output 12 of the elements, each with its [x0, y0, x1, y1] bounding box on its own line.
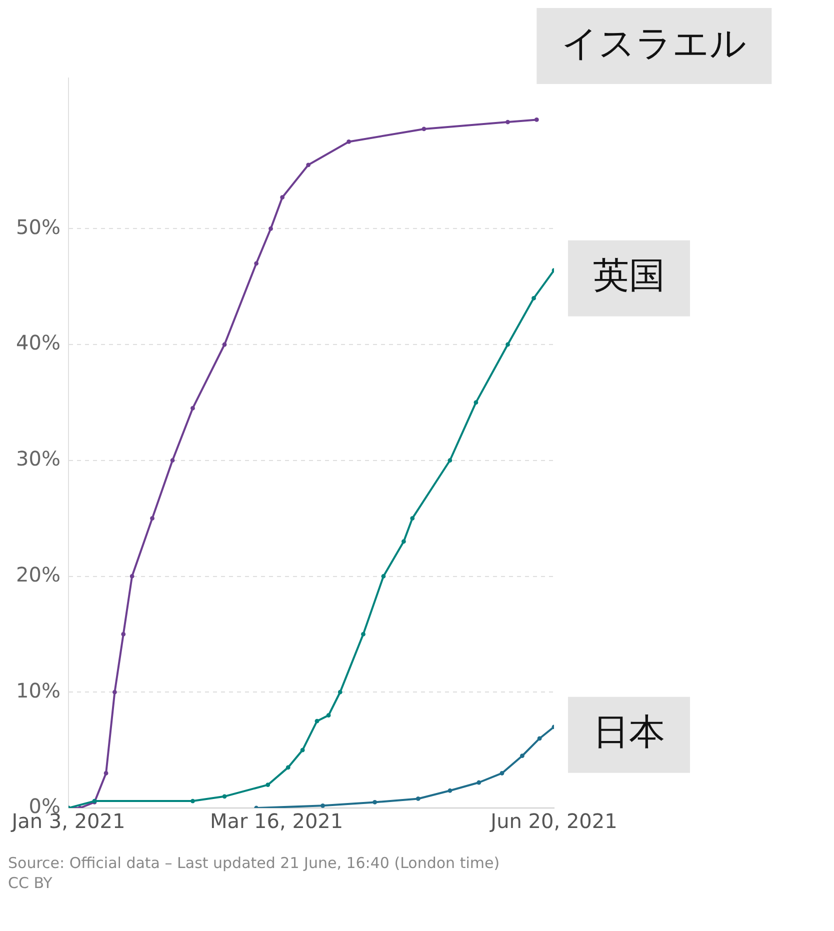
y-tick-label: 30%: [16, 446, 60, 471]
series-label: イスラエル: [562, 23, 747, 64]
x-tick-label: Jun 20, 2021: [488, 809, 618, 834]
source-note: Source: Official data – Last updated 21 June, 16:40 (London time): [8, 854, 501, 874]
y-tick-label: 20%: [16, 562, 60, 586]
series-label: 英国: [593, 256, 665, 297]
x-tick-label: Mar 16, 2021: [210, 809, 344, 834]
y-tick-label: 50%: [16, 214, 60, 239]
y-tick-label: 40%: [16, 330, 60, 355]
y-tick-label: 10%: [16, 678, 60, 702]
text: CC BY: [8, 874, 54, 893]
series-label: 日本: [593, 712, 665, 754]
